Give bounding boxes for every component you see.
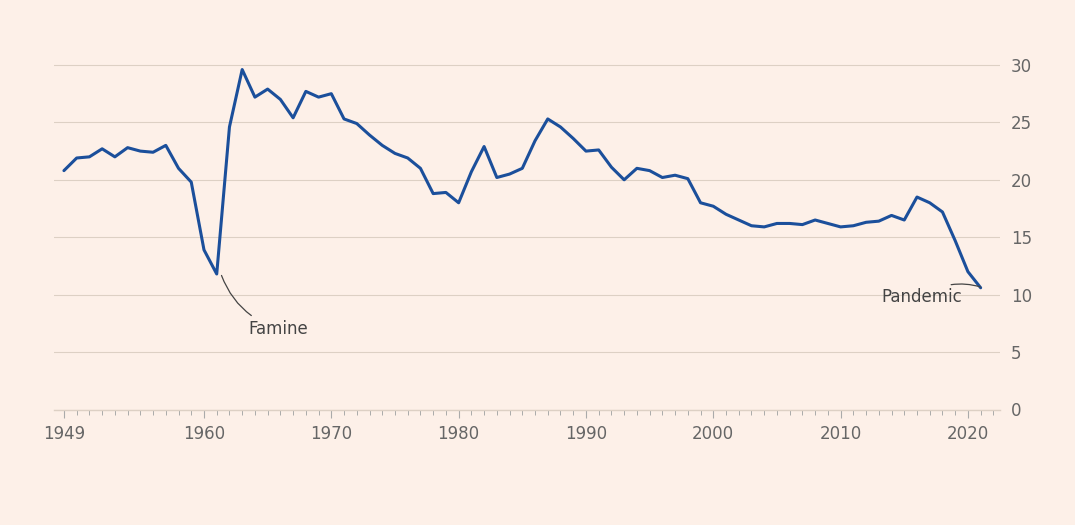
Text: Pandemic: Pandemic [882,284,980,306]
Text: Famine: Famine [221,276,309,338]
